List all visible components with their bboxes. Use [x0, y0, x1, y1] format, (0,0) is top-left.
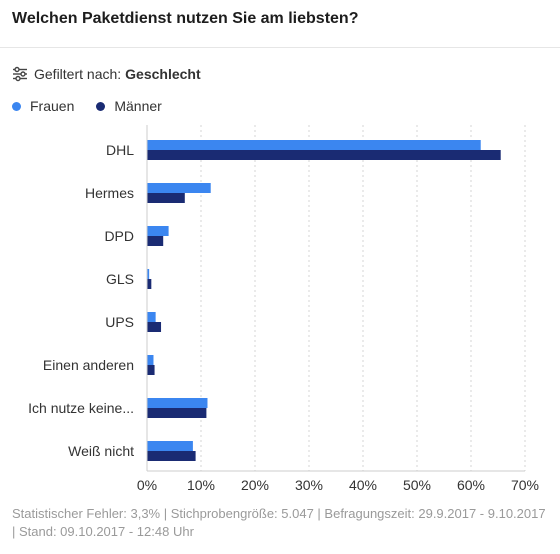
legend-label-maenner: Männer	[114, 98, 162, 114]
sliders-icon	[13, 66, 27, 82]
category-label: Einen anderen	[43, 357, 134, 373]
x-tick-label: 70%	[511, 477, 539, 493]
x-tick-label: 20%	[241, 477, 269, 493]
chart-title: Welchen Paketdienst nutzen Sie am liebst…	[12, 10, 359, 27]
legend-item-maenner[interactable]: Männer	[96, 98, 162, 114]
bar-maenner[interactable]	[147, 322, 162, 332]
header-divider	[0, 47, 560, 48]
bar-maenner[interactable]	[147, 150, 501, 160]
bar-maenner[interactable]	[147, 365, 155, 375]
legend-item-frauen[interactable]: Frauen	[12, 98, 74, 114]
x-tick-label: 40%	[349, 477, 377, 493]
bar-frauen[interactable]	[147, 355, 154, 365]
category-label: Ich nutze keine...	[28, 400, 134, 416]
filter-prefix: Gefiltert nach:	[34, 66, 122, 82]
bar-frauen[interactable]	[147, 226, 169, 236]
legend-dot-frauen	[12, 101, 21, 111]
legend-dot-maenner	[96, 101, 106, 111]
x-tick-label: 60%	[457, 477, 485, 493]
category-label: Weiß nicht	[68, 443, 134, 459]
bar-maenner[interactable]	[147, 451, 196, 461]
legend: Frauen Männer	[12, 96, 184, 116]
bar-maenner[interactable]	[147, 279, 152, 289]
x-tick-label: 0%	[137, 477, 157, 493]
legend-label-frauen: Frauen	[30, 98, 75, 114]
bar-frauen[interactable]	[147, 441, 193, 451]
x-tick-label: 30%	[295, 477, 323, 493]
bar-chart: DHL Hermes DPD GLS UPS Einen anderen Ich nutze…	[28, 125, 539, 493]
bar-frauen[interactable]	[147, 140, 481, 150]
bar-maenner[interactable]	[147, 408, 207, 418]
footer-note: Statistischer Fehler: 3,3% | Stichproben…	[12, 506, 546, 539]
filter-value[interactable]: Geschlecht	[125, 66, 201, 82]
filter-bar[interactable]: Gefiltert nach: Geschlecht	[12, 64, 201, 84]
bar-frauen[interactable]	[147, 269, 150, 279]
category-label: DHL	[106, 142, 134, 158]
category-label: UPS	[105, 314, 134, 330]
bar-maenner[interactable]	[147, 236, 164, 246]
x-tick-label: 10%	[187, 477, 215, 493]
category-label: DPD	[104, 228, 134, 244]
bar-maenner[interactable]	[147, 193, 185, 203]
category-label: GLS	[106, 271, 134, 287]
bar-frauen[interactable]	[147, 312, 156, 322]
category-label: Hermes	[85, 185, 134, 201]
bar-frauen[interactable]	[147, 398, 208, 408]
bar-frauen[interactable]	[147, 183, 211, 193]
x-tick-label: 50%	[403, 477, 431, 493]
